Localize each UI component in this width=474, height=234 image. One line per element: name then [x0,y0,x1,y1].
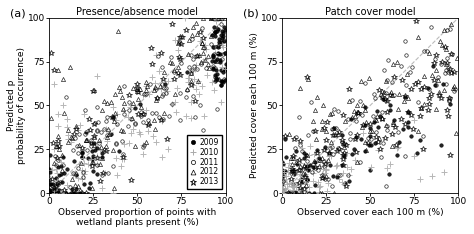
Title: Presence/absence model: Presence/absence model [76,7,198,17]
X-axis label: Observed cover each 100 m (%): Observed cover each 100 m (%) [297,208,444,217]
Text: (b): (b) [243,9,259,19]
X-axis label: Observed proportion of points with
wetland plants present (%): Observed proportion of points with wetla… [58,208,217,227]
Y-axis label: Predicted p
probability of occurrence): Predicted p probability of occurrence) [7,47,27,164]
Legend: 2009, 2010, 2011, 2012, 2013: 2009, 2010, 2011, 2012, 2013 [187,135,222,189]
Y-axis label: Predicted cover each 100 m (%): Predicted cover each 100 m (%) [250,33,259,178]
Title: Patch cover model: Patch cover model [325,7,416,17]
Text: (a): (a) [10,9,26,19]
